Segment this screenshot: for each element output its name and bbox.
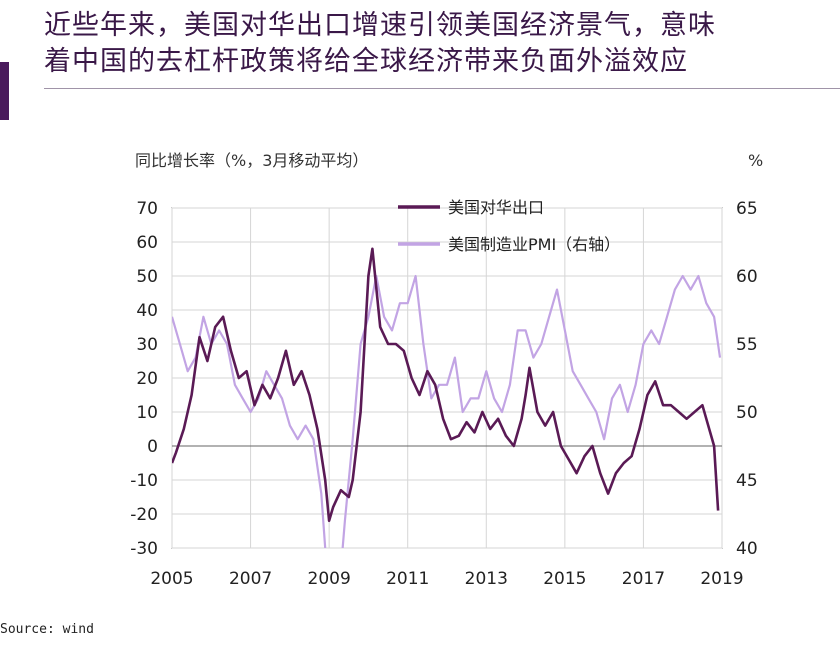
left-tick-label: -20 <box>130 505 158 525</box>
left-tick-label: 30 <box>136 335 158 355</box>
x-tick-label: 2013 <box>465 569 508 589</box>
left-axis-label: 同比增长率（%，3月移动平均） <box>135 151 368 170</box>
title-divider <box>44 88 840 89</box>
left-tick-label: 70 <box>136 199 158 219</box>
left-tick-label: 0 <box>147 437 158 457</box>
right-tick-label: 65 <box>736 199 758 219</box>
right-tick-label: 55 <box>736 335 758 355</box>
x-tick-label: 2015 <box>543 569 586 589</box>
left-tick-label: 50 <box>136 267 158 287</box>
x-tick-label: 2007 <box>229 569 272 589</box>
x-tick-label: 2017 <box>622 569 665 589</box>
x-tick-label: 2019 <box>700 569 743 589</box>
right-tick-label: 45 <box>736 471 758 491</box>
right-tick-label: 60 <box>736 267 758 287</box>
source-note: Source: wind <box>0 622 94 637</box>
left-tick-label: 10 <box>136 403 158 423</box>
left-tick-label: -30 <box>130 539 158 559</box>
left-tick-label: -10 <box>130 471 158 491</box>
page-title: 近些年来，美国对华出口增速引领美国经济景气，意味 着中国的去杠杆政策将给全球经济… <box>44 8 834 80</box>
right-axis-label: % <box>748 151 763 170</box>
x-tick-label: 2009 <box>308 569 351 589</box>
series-line-exports <box>172 247 720 523</box>
x-tick-label: 2011 <box>386 569 429 589</box>
left-tick-label: 60 <box>136 233 158 253</box>
series-line-pmi <box>172 274 722 548</box>
legend-label-pmi: 美国制造业PMI（右轴） <box>448 235 620 254</box>
title-line-2: 着中国的去杠杆政策将给全球经济带来负面外溢效应 <box>44 46 688 77</box>
left-tick-label: 40 <box>136 301 158 321</box>
title-line-1: 近些年来，美国对华出口增速引领美国经济景气，意味 <box>44 10 716 41</box>
right-tick-label: 50 <box>736 403 758 423</box>
right-tick-label: 40 <box>736 539 758 559</box>
x-tick-label: 2005 <box>150 569 193 589</box>
title-accent-bar <box>0 62 9 120</box>
left-tick-label: 20 <box>136 369 158 389</box>
legend-label-exports: 美国对华出口 <box>448 198 544 217</box>
